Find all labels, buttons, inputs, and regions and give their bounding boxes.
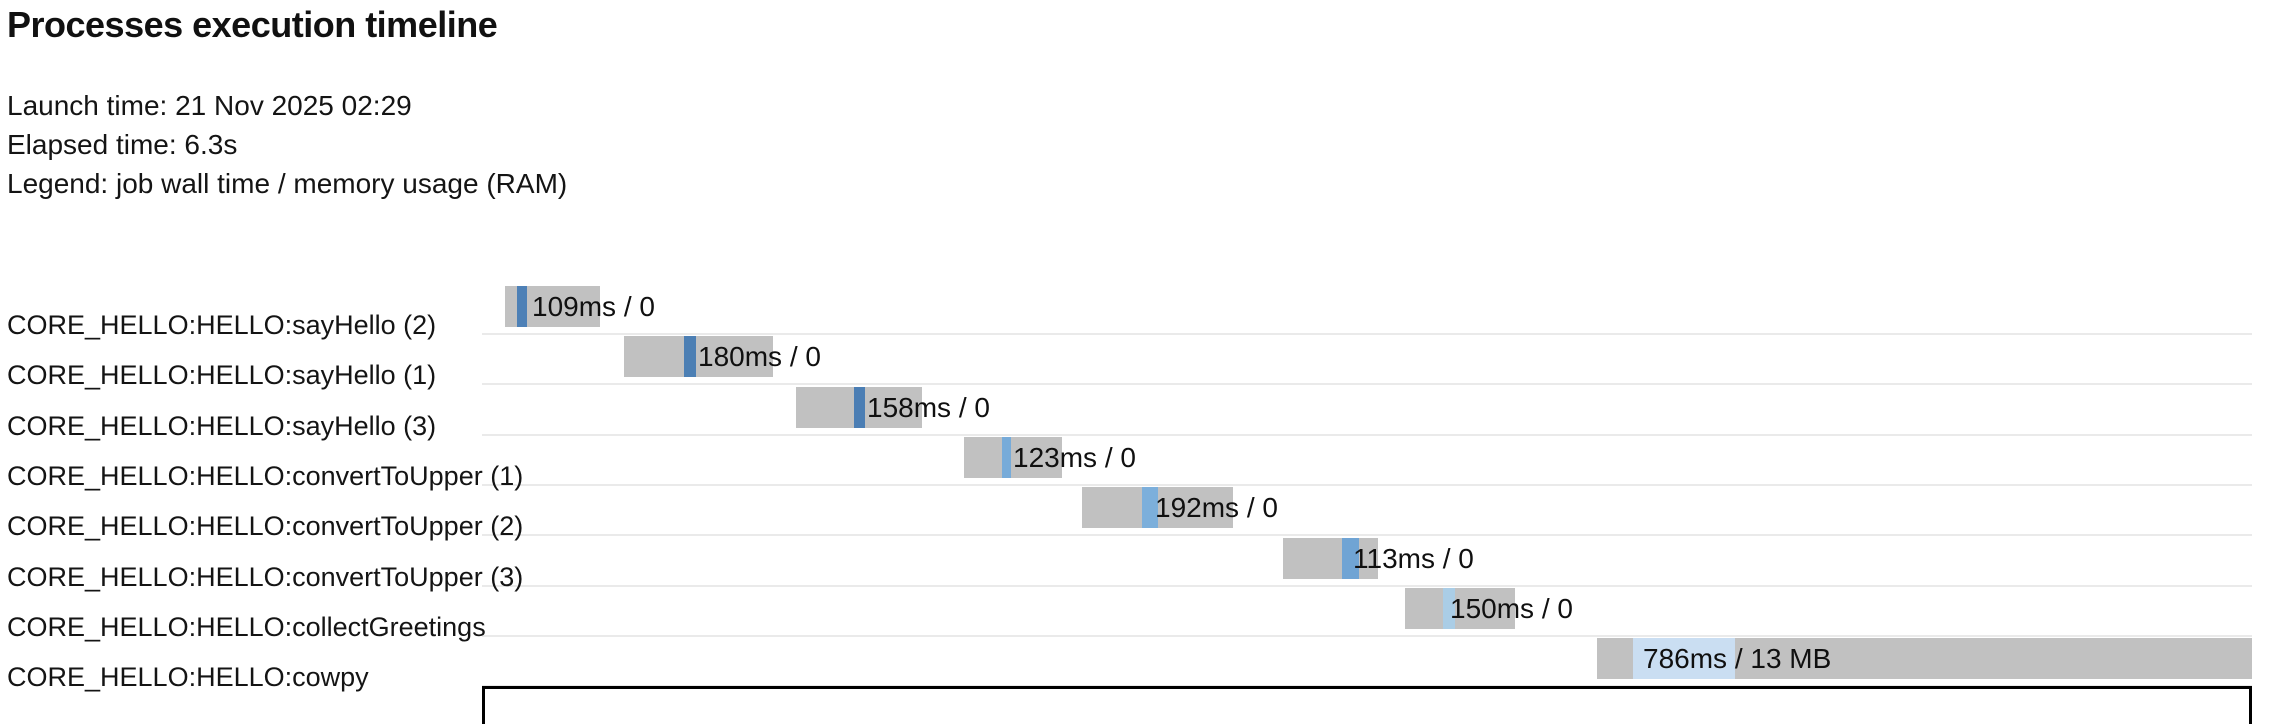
task-stats-label: 158ms / 0 <box>867 392 990 423</box>
row-gridline <box>482 333 2252 335</box>
row-gridline <box>482 585 2252 587</box>
task-bar: 113ms / 0 <box>1283 538 1474 579</box>
task-stats-label: 109ms / 0 <box>532 291 655 322</box>
run-meta: Launch time: 21 Nov 2025 02:29 Elapsed t… <box>7 86 567 203</box>
process-name-label: CORE_HELLO:HELLO:cowpy <box>7 662 369 692</box>
task-stats-label: 113ms / 0 <box>1353 543 1474 574</box>
task-bar: 192ms / 0 <box>1082 487 1278 528</box>
row-gridline <box>482 484 2252 486</box>
task-run-segment <box>1002 437 1011 478</box>
task-stats-label: 150ms / 0 <box>1450 593 1573 624</box>
row-gridline <box>482 534 2252 536</box>
task-run-segment <box>684 336 696 377</box>
row-gridline <box>482 434 2252 436</box>
task-bar: 123ms / 0 <box>964 437 1136 478</box>
task-run-segment <box>854 387 865 428</box>
task-stats-label: 180ms / 0 <box>698 341 821 372</box>
task-bar: 786ms / 13 MB <box>1597 638 2252 679</box>
task-run-segment <box>517 286 527 327</box>
legend-line: Legend: job wall time / memory usage (RA… <box>7 168 568 199</box>
process-name-label: CORE_HELLO:HELLO:convertToUpper (3) <box>7 562 524 592</box>
task-run-segment <box>1443 588 1455 629</box>
process-name-label: CORE_HELLO:HELLO:convertToUpper (1) <box>7 461 524 491</box>
elapsed-time-line: Elapsed time: 6.3s <box>7 129 238 160</box>
row-gridline <box>482 383 2252 385</box>
task-stats-label: 192ms / 0 <box>1155 492 1278 523</box>
task-bar: 150ms / 0 <box>1405 588 1573 629</box>
task-bar: 109ms / 0 <box>505 286 655 327</box>
process-name-label: CORE_HELLO:HELLO:sayHello (3) <box>7 411 437 441</box>
task-run-segment <box>1342 538 1359 579</box>
row-gridline <box>482 635 2252 637</box>
launch-time-line: Launch time: 21 Nov 2025 02:29 <box>7 90 412 121</box>
task-bar: 180ms / 0 <box>624 336 821 377</box>
bottom-panel-border <box>482 686 2252 724</box>
task-bar: 158ms / 0 <box>796 387 990 428</box>
page-title: Processes execution timeline <box>7 4 498 45</box>
process-name-label: CORE_HELLO:HELLO:sayHello (2) <box>7 310 437 340</box>
process-name-label: CORE_HELLO:HELLO:collectGreetings <box>7 612 486 642</box>
task-run-segment <box>1633 638 1735 679</box>
task-stats-label: 123ms / 0 <box>1013 442 1136 473</box>
task-run-segment <box>1142 487 1158 528</box>
process-name-label: CORE_HELLO:HELLO:sayHello (1) <box>7 360 437 390</box>
process-name-label: CORE_HELLO:HELLO:convertToUpper (2) <box>7 511 524 541</box>
task-stats-label: 786ms / 13 MB <box>1643 643 1832 674</box>
